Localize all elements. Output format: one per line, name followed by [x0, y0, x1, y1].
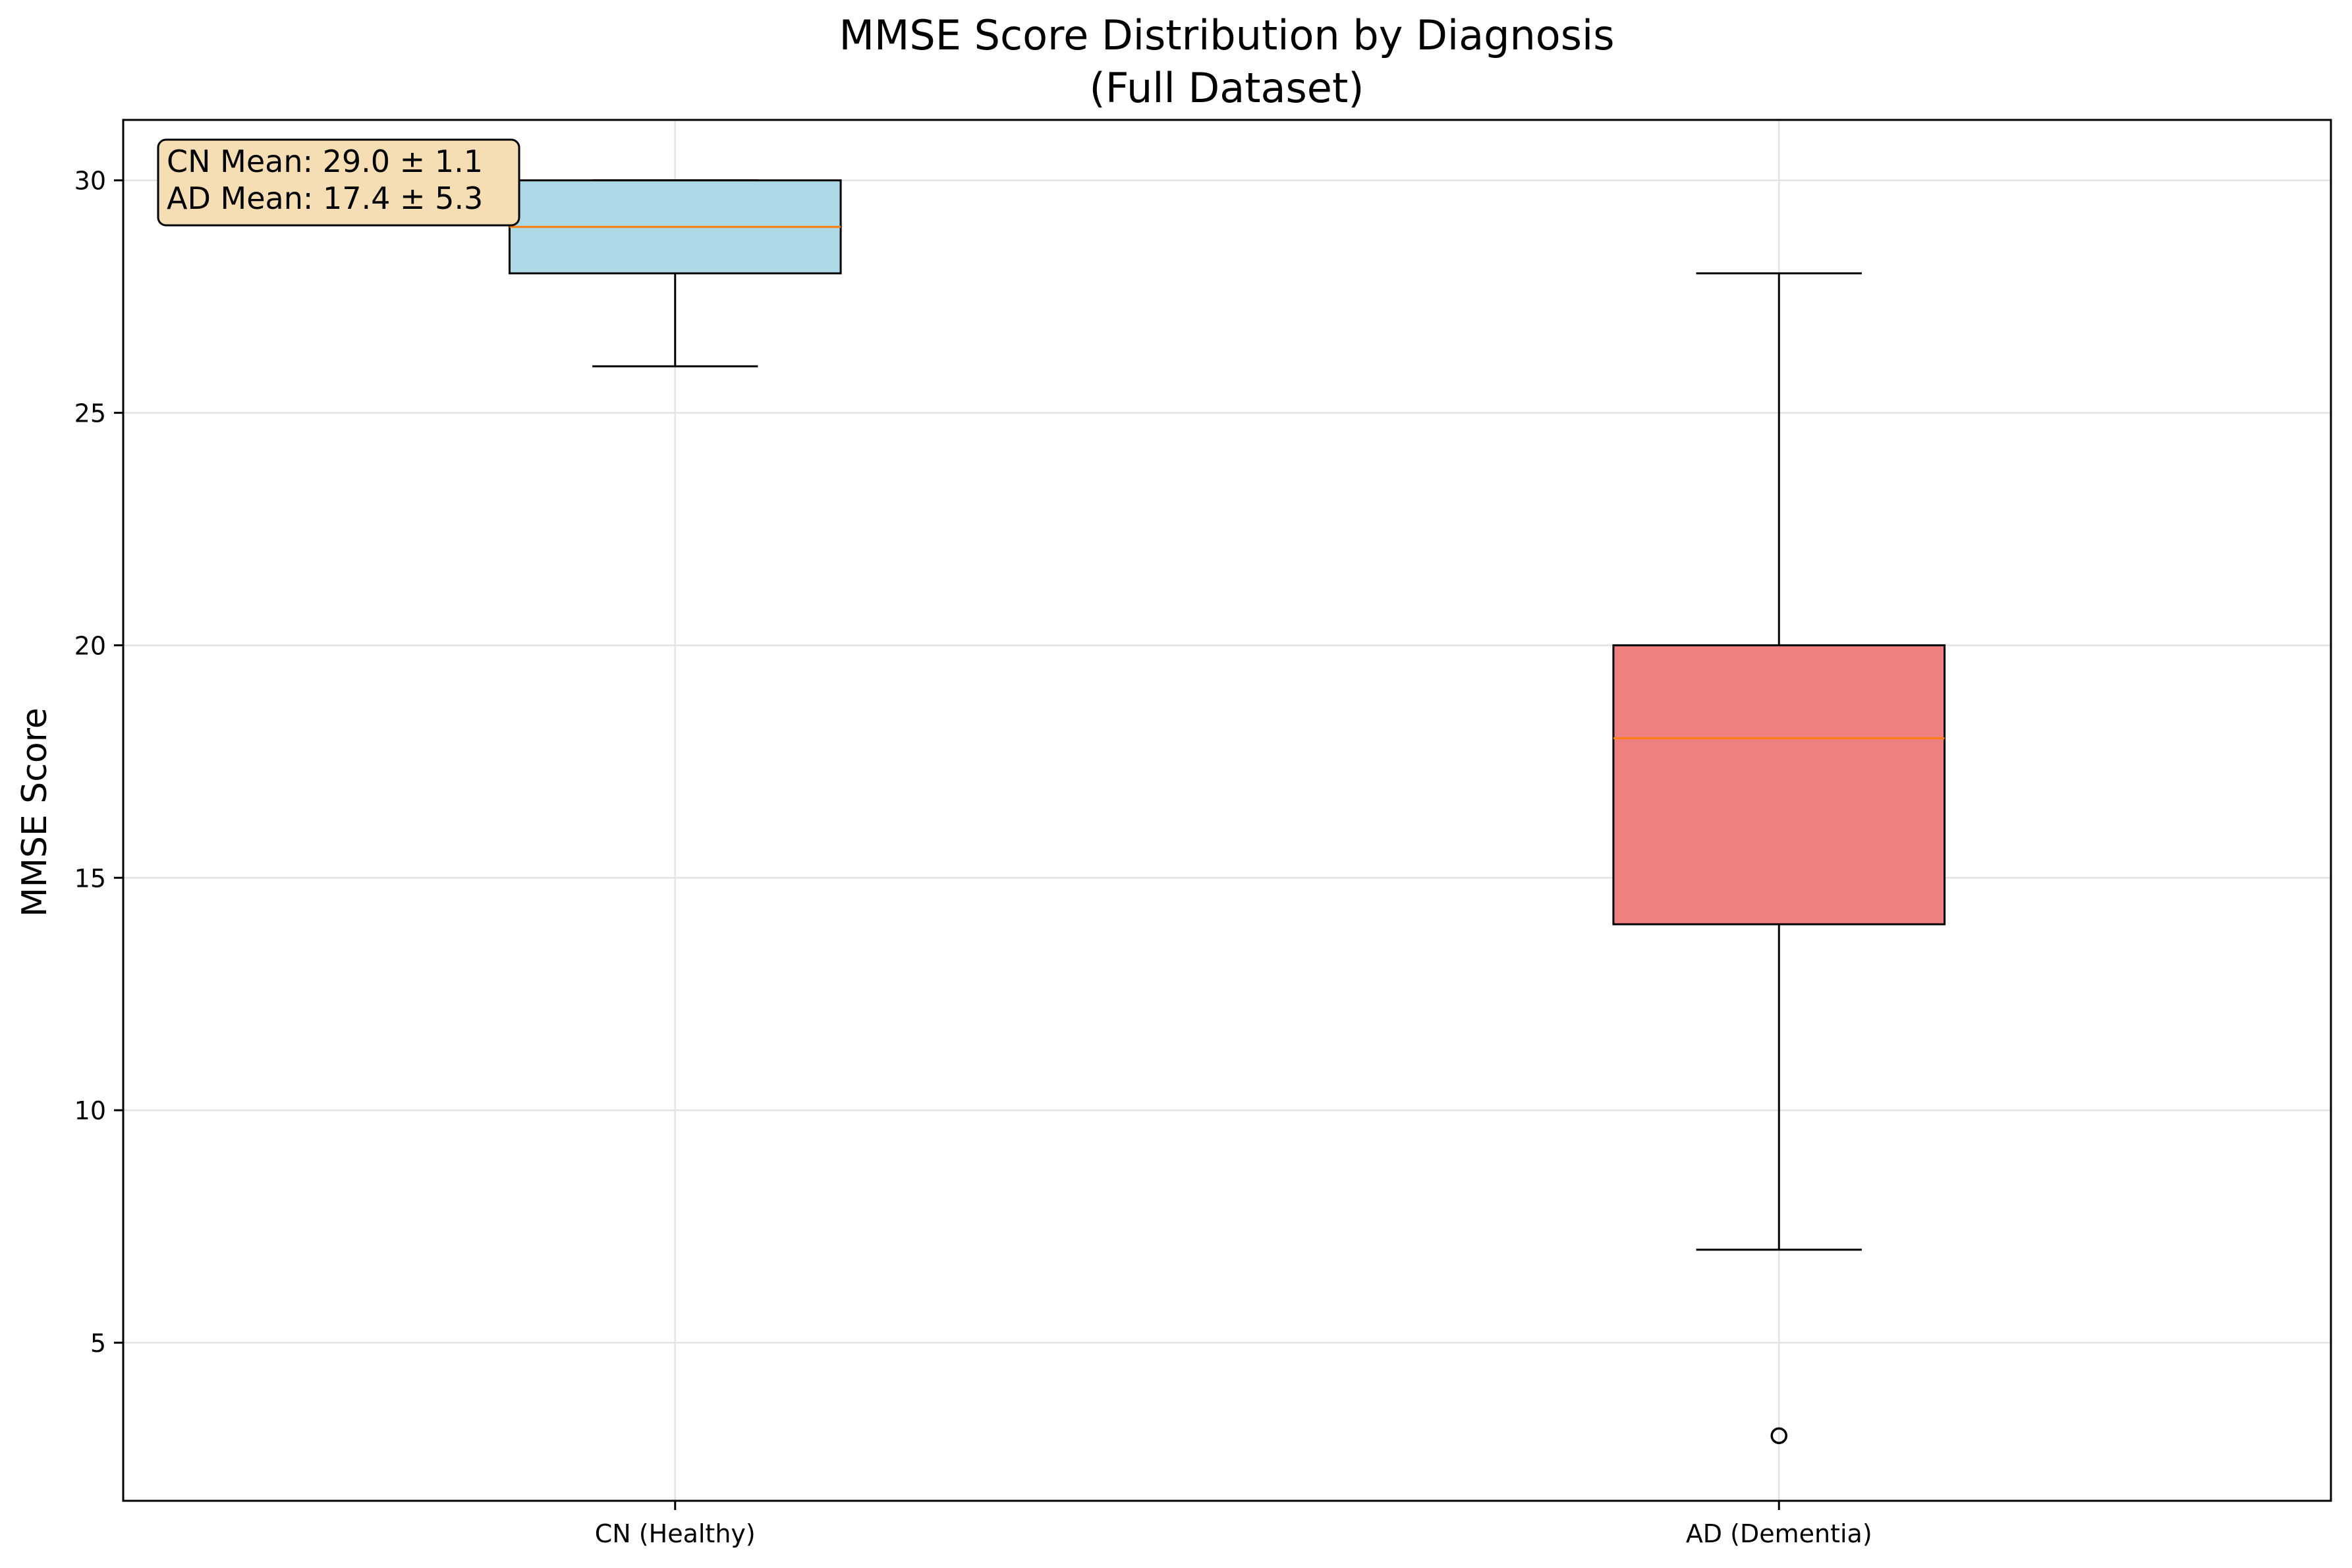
chart-title: MMSE Score Distribution by Diagnosis — [839, 11, 1614, 59]
outlier-point-ad — [1770, 1427, 1787, 1444]
annotation-line-cn: CN Mean: 29.0 ± 1.1 — [167, 144, 483, 179]
y-tick-label: 25 — [74, 399, 106, 428]
box-ad — [1612, 644, 1946, 926]
grid — [123, 120, 2331, 1501]
chart-subtitle: (Full Dataset) — [1090, 64, 1364, 112]
y-tick-label: 15 — [74, 864, 106, 893]
plot-frame — [122, 119, 2332, 1502]
y-tick-label: 20 — [74, 631, 106, 660]
y-axis-label: MMSE Score — [15, 708, 55, 917]
y-tick-label: 5 — [90, 1329, 106, 1358]
axis-ticks: 5 10 15 20 25 30 CN (Healthy) AD (Dementia) — [74, 167, 1872, 1548]
stats-annotation: CN Mean: 29.0 ± 1.1 AD Mean: 17.4 ± 5.3 — [157, 138, 520, 227]
x-tick-label: CN (Healthy) — [595, 1519, 756, 1548]
x-tick-label: AD (Dementia) — [1686, 1519, 1872, 1548]
annotation-box — [157, 138, 520, 227]
box-plots — [508, 179, 1946, 1444]
y-tick-label: 10 — [74, 1096, 106, 1125]
annotation-line-ad: AD Mean: 17.4 ± 5.3 — [167, 181, 483, 216]
y-tick-label: 30 — [74, 167, 106, 196]
